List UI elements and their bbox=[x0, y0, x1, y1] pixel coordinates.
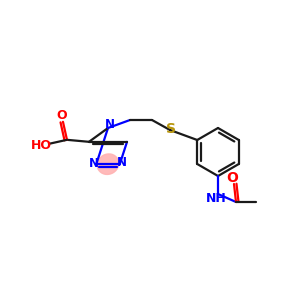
Text: N: N bbox=[89, 157, 99, 170]
Text: S: S bbox=[166, 122, 176, 136]
Text: HO: HO bbox=[31, 139, 52, 152]
Ellipse shape bbox=[97, 154, 119, 174]
Text: O: O bbox=[57, 109, 67, 122]
Text: N: N bbox=[117, 156, 127, 169]
Text: NH: NH bbox=[206, 193, 226, 206]
Text: O: O bbox=[226, 171, 238, 185]
Text: N: N bbox=[105, 118, 115, 131]
